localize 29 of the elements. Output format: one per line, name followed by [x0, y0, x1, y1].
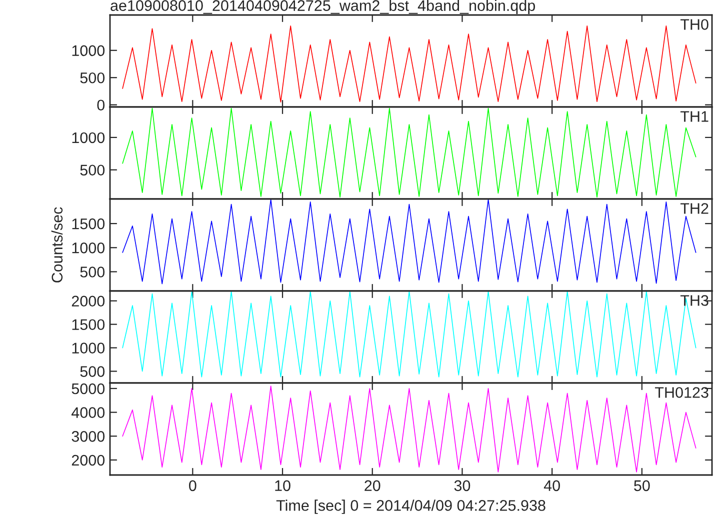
chart-title: ae109008010_20140409042725_wam2_bst_4band_nobin.qdp: [110, 0, 535, 14]
x-tick-label: 10: [275, 480, 290, 492]
y-tick-label: 4000: [72, 407, 105, 418]
y-tick-label: 5000: [72, 383, 105, 394]
x-tick-label: 30: [454, 480, 470, 492]
y-axis-title: Counts/sec: [51, 207, 63, 282]
y-tick-label: 1500: [72, 319, 105, 330]
y-tick-label: 3000: [72, 431, 105, 442]
series-label: TH1: [680, 111, 708, 122]
series-label: TH0123: [654, 387, 708, 398]
y-tick-label: 1000: [72, 242, 105, 254]
y-tick-label: 1000: [72, 342, 105, 354]
series-label: TH0: [680, 19, 708, 30]
x-tick-label: 0: [189, 480, 196, 492]
y-tick-label: 2000: [72, 454, 105, 466]
y-tick-label: 1000: [72, 132, 105, 144]
y-tick-label: 1500: [72, 218, 105, 230]
y-tick-label: 1000: [72, 45, 105, 56]
y-tick-label: 0: [97, 100, 105, 111]
y-tick-label: 500: [80, 266, 105, 278]
series-label: TH2: [680, 203, 708, 214]
y-tick-label: 500: [80, 164, 105, 176]
x-tick-label: 50: [634, 480, 650, 492]
y-tick-label: 500: [80, 366, 105, 377]
x-tick-label: 20: [364, 480, 380, 492]
y-tick-label: 500: [80, 72, 105, 84]
y-tick-label: 2000: [72, 296, 105, 307]
x-tick-label: 40: [544, 480, 560, 492]
x-axis-title: Time [sec] 0 = 2014/04/09 04:27:25.938: [276, 500, 546, 514]
